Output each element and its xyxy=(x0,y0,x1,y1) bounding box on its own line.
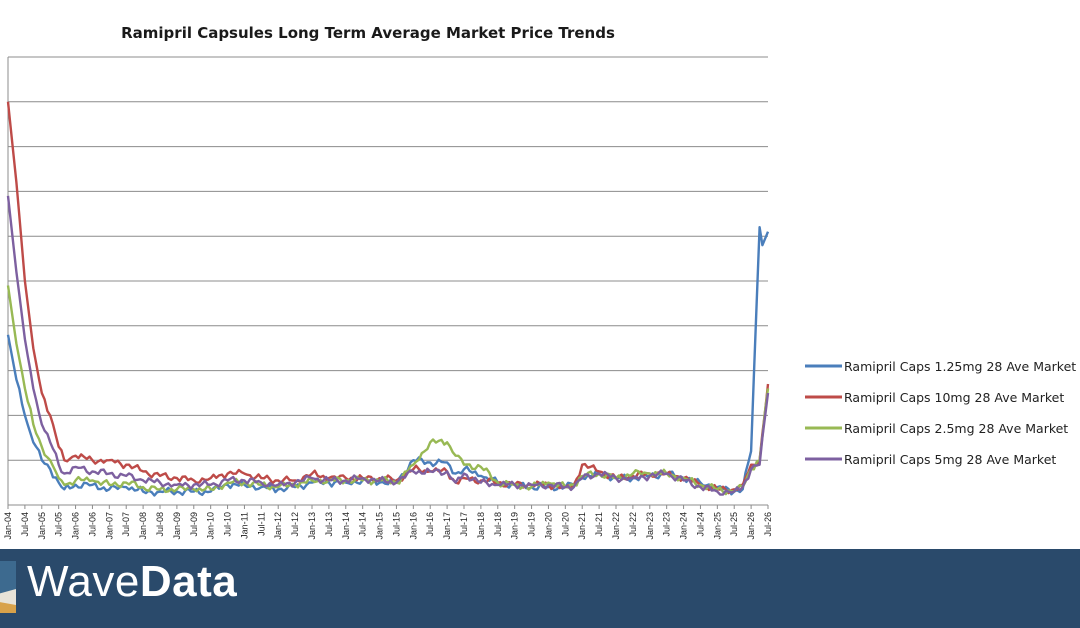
x-tick-label: Jan-19 xyxy=(510,512,520,540)
x-tick-label: Jan-16 xyxy=(408,512,418,540)
x-tick-label: Jul-21 xyxy=(594,512,604,537)
x-tick-label: Jul-18 xyxy=(493,512,503,537)
x-tick-label: Jan-04 xyxy=(3,512,13,540)
x-tick-label: Jan-18 xyxy=(476,512,486,540)
series-line xyxy=(6,101,770,495)
legend-label: Ramipril Caps 5mg 28 Ave Market xyxy=(844,452,1056,467)
gridlines xyxy=(7,56,768,506)
x-tick-label: Jan-05 xyxy=(37,512,47,540)
x-tick-label: Jan-21 xyxy=(577,512,587,540)
series-line xyxy=(6,285,770,496)
x-tick-label: Jan-11 xyxy=(239,512,249,539)
x-tick-label: Jul-06 xyxy=(87,512,97,537)
x-tick-label: Jul-20 xyxy=(560,512,570,537)
brand-name: WaveData xyxy=(27,557,237,607)
x-tick-label: Jul-13 xyxy=(324,512,334,537)
x-tick-label: Jan-12 xyxy=(273,512,283,540)
x-tick-label: Jan-26 xyxy=(746,512,756,540)
x-tick-label: Jan-14 xyxy=(341,512,351,540)
x-tick-label: Jan-13 xyxy=(307,512,317,540)
x-tick-label: Jul-12 xyxy=(290,512,300,537)
x-tick-label: Jul-15 xyxy=(391,512,401,537)
x-tick-label: Jul-10 xyxy=(223,512,233,537)
x-tick-labels: Jan-04 Jul-04 Jan-05 Jul-05 Jan-06 Jul-06 Jan-… xyxy=(3,505,773,540)
x-tick-label: Jan-23 xyxy=(645,512,655,540)
brand-name-regular: Wave xyxy=(27,557,140,606)
x-tick-label: Jul-26 xyxy=(763,512,773,537)
x-tick-label: Jan-24 xyxy=(679,512,689,540)
series-lines xyxy=(6,101,770,497)
brand-footer: WaveData xyxy=(0,549,1080,628)
chart-title: Ramipril Capsules Long Term Average Mark… xyxy=(121,24,615,42)
x-tick-label: Jul-24 xyxy=(695,512,705,537)
wavedata-logo-icon xyxy=(0,561,16,613)
brand-name-bold: Data xyxy=(139,557,238,606)
x-tick-label: Jan-17 xyxy=(442,512,452,540)
x-tick-label: Jul-16 xyxy=(425,512,435,537)
legend-label: Ramipril Caps 2.5mg 28 Ave Market xyxy=(844,421,1068,436)
x-tick-label: Jan-15 xyxy=(375,512,385,540)
x-tick-label: Jul-11 xyxy=(256,512,266,536)
x-tick-label: Jan-10 xyxy=(206,512,216,540)
legend: Ramipril Caps 1.25mg 28 Ave Market Ramipr… xyxy=(805,359,1076,467)
legend-label: Ramipril Caps 1.25mg 28 Ave Market xyxy=(844,359,1076,374)
x-tick-label: Jan-08 xyxy=(138,512,148,540)
x-tick-label: Jul-25 xyxy=(729,512,739,537)
series-line xyxy=(6,195,770,496)
legend-label: Ramipril Caps 10mg 28 Ave Market xyxy=(844,390,1064,405)
series-line xyxy=(6,226,770,497)
x-tick-label: Jan-22 xyxy=(611,512,621,540)
x-tick-label: Jul-07 xyxy=(121,512,131,537)
x-tick-label: Jul-22 xyxy=(628,512,638,537)
x-tick-label: Jul-05 xyxy=(54,512,64,537)
x-tick-label: Jan-25 xyxy=(712,512,722,540)
x-tick-label: Jul-23 xyxy=(662,512,672,537)
x-tick-label: Jan-20 xyxy=(543,512,553,540)
x-tick-label: Jul-09 xyxy=(189,512,199,537)
x-tick-label: Jul-08 xyxy=(155,512,165,537)
x-tick-label: Jan-07 xyxy=(104,512,114,540)
x-tick-label: Jul-14 xyxy=(358,512,368,537)
x-tick-label: Jul-19 xyxy=(527,512,537,537)
x-tick-label: Jan-06 xyxy=(71,512,81,540)
x-tick-label: Jul-17 xyxy=(459,512,469,537)
chart: Ramipril Capsules Long Term Average Mark… xyxy=(3,24,1076,540)
x-tick-label: Jan-09 xyxy=(172,512,182,540)
x-tick-label: Jul-04 xyxy=(20,512,30,537)
